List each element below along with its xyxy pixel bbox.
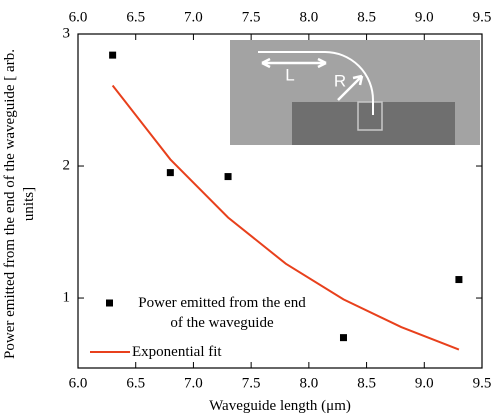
x-tick-label: 7.5 xyxy=(242,375,261,391)
data-point xyxy=(455,276,463,284)
x-tick-label-top: 7.5 xyxy=(242,9,261,25)
inset-label: R xyxy=(334,71,346,90)
data-point xyxy=(339,334,347,342)
x-tick-label: 6.5 xyxy=(126,375,145,391)
legend-item: Power emitted from the end of the wavegu… xyxy=(138,295,306,331)
legend-label: Power emitted from the end of the wavegu… xyxy=(138,295,306,331)
x-tick-label: 7.0 xyxy=(184,375,203,391)
legend-label: Exponential fit xyxy=(132,344,222,360)
inset-label: L xyxy=(285,65,294,84)
data-point xyxy=(224,173,232,181)
y-tick-label: 2 xyxy=(63,157,71,173)
inset-taper xyxy=(357,101,383,131)
data-point xyxy=(166,169,174,177)
x-tick-label-top: 9.5 xyxy=(473,9,492,25)
x-tick-label-top: 7.0 xyxy=(184,9,203,25)
y-axis-label: Power emitted from the end of the wavegu… xyxy=(2,49,37,359)
x-tick-label-top: 6.0 xyxy=(69,9,88,25)
x-axis-label: Waveguide length (μm) xyxy=(209,398,351,414)
inset-arrow-r xyxy=(337,74,364,101)
y-tick-label: 3 xyxy=(63,25,71,41)
x-tick-label: 6.0 xyxy=(69,375,88,391)
x-tick-label: 8.5 xyxy=(357,375,376,391)
data-point xyxy=(109,51,117,59)
inset-waveguide xyxy=(258,51,374,115)
legend-marker xyxy=(106,299,113,307)
fit-line xyxy=(111,84,460,351)
legend-item: Exponential fit xyxy=(132,344,222,360)
x-tick-label: 8.0 xyxy=(299,375,318,391)
x-tick-label-top: 9.0 xyxy=(415,9,434,25)
x-tick-label: 9.5 xyxy=(473,375,492,391)
y-tick-label: 1 xyxy=(63,289,71,305)
x-tick-label: 9.0 xyxy=(415,375,434,391)
inset-arrow-l xyxy=(261,57,327,69)
inset-image: L R xyxy=(230,40,480,145)
x-tick-label-top: 8.5 xyxy=(357,9,376,25)
x-tick-label-top: 8.0 xyxy=(299,9,318,25)
plot-frame xyxy=(77,33,483,369)
x-tick-label-top: 6.5 xyxy=(126,9,145,25)
